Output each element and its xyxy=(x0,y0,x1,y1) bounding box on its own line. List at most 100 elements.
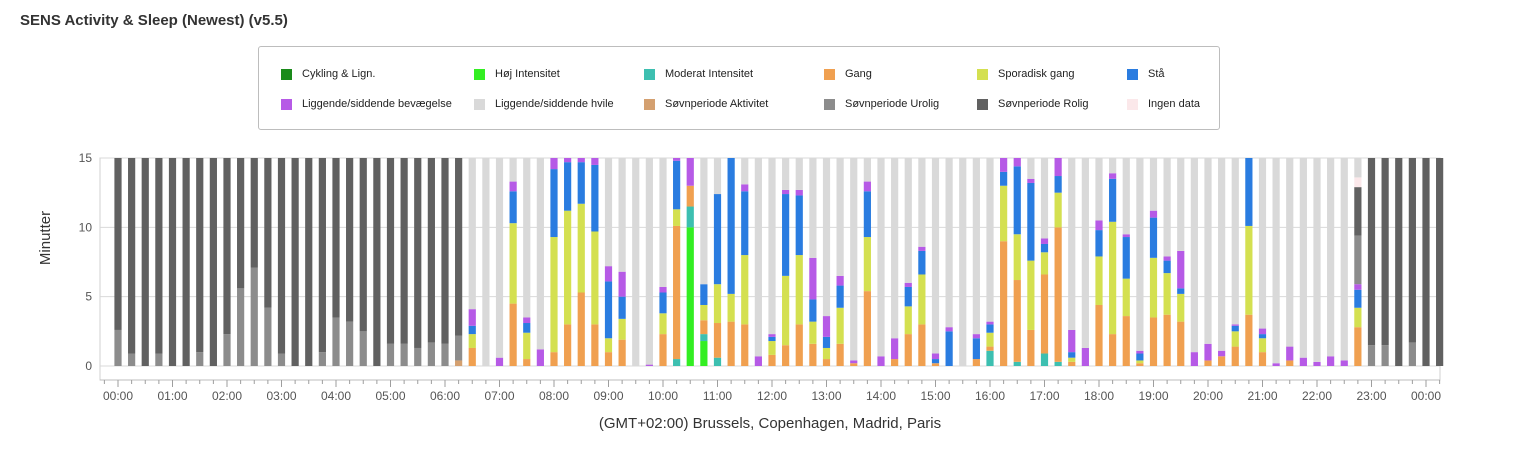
bar-stack[interactable] xyxy=(836,158,844,366)
bar-stack[interactable] xyxy=(441,158,449,366)
bar-stack[interactable] xyxy=(904,158,912,366)
bar-stack[interactable] xyxy=(754,158,762,366)
bar-stack[interactable] xyxy=(931,158,940,366)
bar-stack[interactable] xyxy=(1245,158,1253,366)
legend-item[interactable]: Søvnperiode Aktivitet xyxy=(644,97,768,111)
bar-stack[interactable] xyxy=(509,158,517,366)
bar-stack[interactable] xyxy=(673,158,681,366)
bar-stack[interactable] xyxy=(1436,158,1444,366)
bar-stack[interactable] xyxy=(877,158,885,366)
bar-stack[interactable] xyxy=(264,158,272,366)
bar-stack[interactable] xyxy=(1231,158,1239,366)
bar-stack[interactable] xyxy=(1149,158,1158,366)
bar-stack[interactable] xyxy=(1367,158,1376,366)
bar-stack[interactable] xyxy=(1408,158,1416,366)
bar-stack[interactable] xyxy=(1000,158,1008,366)
bar-stack[interactable] xyxy=(1095,158,1103,366)
legend-item[interactable]: Søvnperiode Rolig xyxy=(977,97,1089,111)
bar-stack[interactable] xyxy=(495,158,504,366)
bar-stack[interactable] xyxy=(918,158,926,366)
bar-stack[interactable] xyxy=(713,158,722,366)
bar-stack[interactable] xyxy=(986,158,994,366)
bar-stack[interactable] xyxy=(141,158,149,366)
bar-stack[interactable] xyxy=(359,158,367,366)
legend-item[interactable]: Søvnperiode Urolig xyxy=(824,97,939,111)
bar-stack[interactable] xyxy=(1136,158,1144,366)
bar-stack[interactable] xyxy=(782,158,790,366)
bar-stack[interactable] xyxy=(277,158,286,366)
bar-stack[interactable] xyxy=(577,158,585,366)
bar-stack[interactable] xyxy=(1109,158,1117,366)
bar-stack[interactable] xyxy=(1054,158,1062,366)
bar-stack[interactable] xyxy=(196,158,204,366)
bar-stack[interactable] xyxy=(1422,158,1430,366)
bar-stack[interactable] xyxy=(373,158,381,366)
bar-stack[interactable] xyxy=(182,158,190,366)
bar-stack[interactable] xyxy=(168,158,177,366)
bar-stack[interactable] xyxy=(632,158,640,366)
bar-stack[interactable] xyxy=(659,158,667,366)
bar-stack[interactable] xyxy=(891,158,899,366)
bar-stack[interactable] xyxy=(1177,158,1185,366)
bar-stack[interactable] xyxy=(1395,158,1403,366)
bar-stack[interactable] xyxy=(822,158,831,366)
bar-stack[interactable] xyxy=(959,158,967,366)
bar-stack[interactable] xyxy=(1190,158,1198,366)
bar-stack[interactable] xyxy=(686,158,694,366)
bar-stack[interactable] xyxy=(414,158,422,366)
bar-stack[interactable] xyxy=(1340,158,1348,366)
bar-stack[interactable] xyxy=(1068,158,1076,366)
bar-stack[interactable] xyxy=(455,158,463,366)
bar-stack[interactable] xyxy=(1354,158,1362,366)
bar-stack[interactable] xyxy=(645,158,653,366)
bar-stack[interactable] xyxy=(1163,158,1171,366)
bar-stack[interactable] xyxy=(250,158,258,366)
legend-item[interactable]: Gang xyxy=(824,67,872,81)
bar-stack[interactable] xyxy=(346,158,354,366)
bar-stack[interactable] xyxy=(768,158,776,366)
bar-stack[interactable] xyxy=(1122,158,1130,366)
bar-stack[interactable] xyxy=(850,158,858,366)
bar-stack[interactable] xyxy=(809,158,817,366)
bar-stack[interactable] xyxy=(536,158,544,366)
bar-stack[interactable] xyxy=(523,158,531,366)
bar-stack[interactable] xyxy=(400,158,408,366)
bar-stack[interactable] xyxy=(591,158,599,366)
legend-item[interactable]: Moderat Intensitet xyxy=(644,67,753,81)
bar-stack[interactable] xyxy=(114,158,122,366)
bar-stack[interactable] xyxy=(795,158,803,366)
bar-stack[interactable] xyxy=(223,158,231,366)
bar-stack[interactable] xyxy=(332,158,340,366)
bar-stack[interactable] xyxy=(128,158,136,366)
bar-stack[interactable] xyxy=(972,158,980,366)
bar-stack[interactable] xyxy=(155,158,163,366)
legend-item[interactable]: Liggende/siddende hvile xyxy=(474,97,614,111)
bar-stack[interactable] xyxy=(741,158,749,366)
legend-item[interactable]: Liggende/siddende bevægelse xyxy=(281,97,452,111)
bar-stack[interactable] xyxy=(604,158,613,366)
bar-stack[interactable] xyxy=(1218,158,1226,366)
bar-stack[interactable] xyxy=(1081,158,1089,366)
bar-stack[interactable] xyxy=(945,158,953,366)
bar-stack[interactable] xyxy=(700,158,708,366)
bar-stack[interactable] xyxy=(291,158,299,366)
bar-stack[interactable] xyxy=(727,158,735,366)
bar-stack[interactable] xyxy=(1286,158,1294,366)
bar-stack[interactable] xyxy=(863,158,871,366)
bar-stack[interactable] xyxy=(1327,158,1335,366)
bar-stack[interactable] xyxy=(305,158,313,366)
legend-item[interactable]: Stå xyxy=(1127,67,1165,81)
legend-item[interactable]: Sporadisk gang xyxy=(977,67,1074,81)
bar-stack[interactable] xyxy=(1013,158,1021,366)
bar-stack[interactable] xyxy=(1258,158,1267,366)
bar-stack[interactable] xyxy=(1204,158,1212,366)
legend-item[interactable]: Høj Intensitet xyxy=(474,67,560,81)
bar-stack[interactable] xyxy=(318,158,326,366)
bar-stack[interactable] xyxy=(1299,158,1307,366)
legend-item[interactable]: Ingen data xyxy=(1127,97,1200,111)
bar-stack[interactable] xyxy=(209,158,217,366)
bar-stack[interactable] xyxy=(1027,158,1035,366)
bar-stack[interactable] xyxy=(427,158,435,366)
bar-stack[interactable] xyxy=(468,158,476,366)
bar-stack[interactable] xyxy=(1040,158,1049,366)
